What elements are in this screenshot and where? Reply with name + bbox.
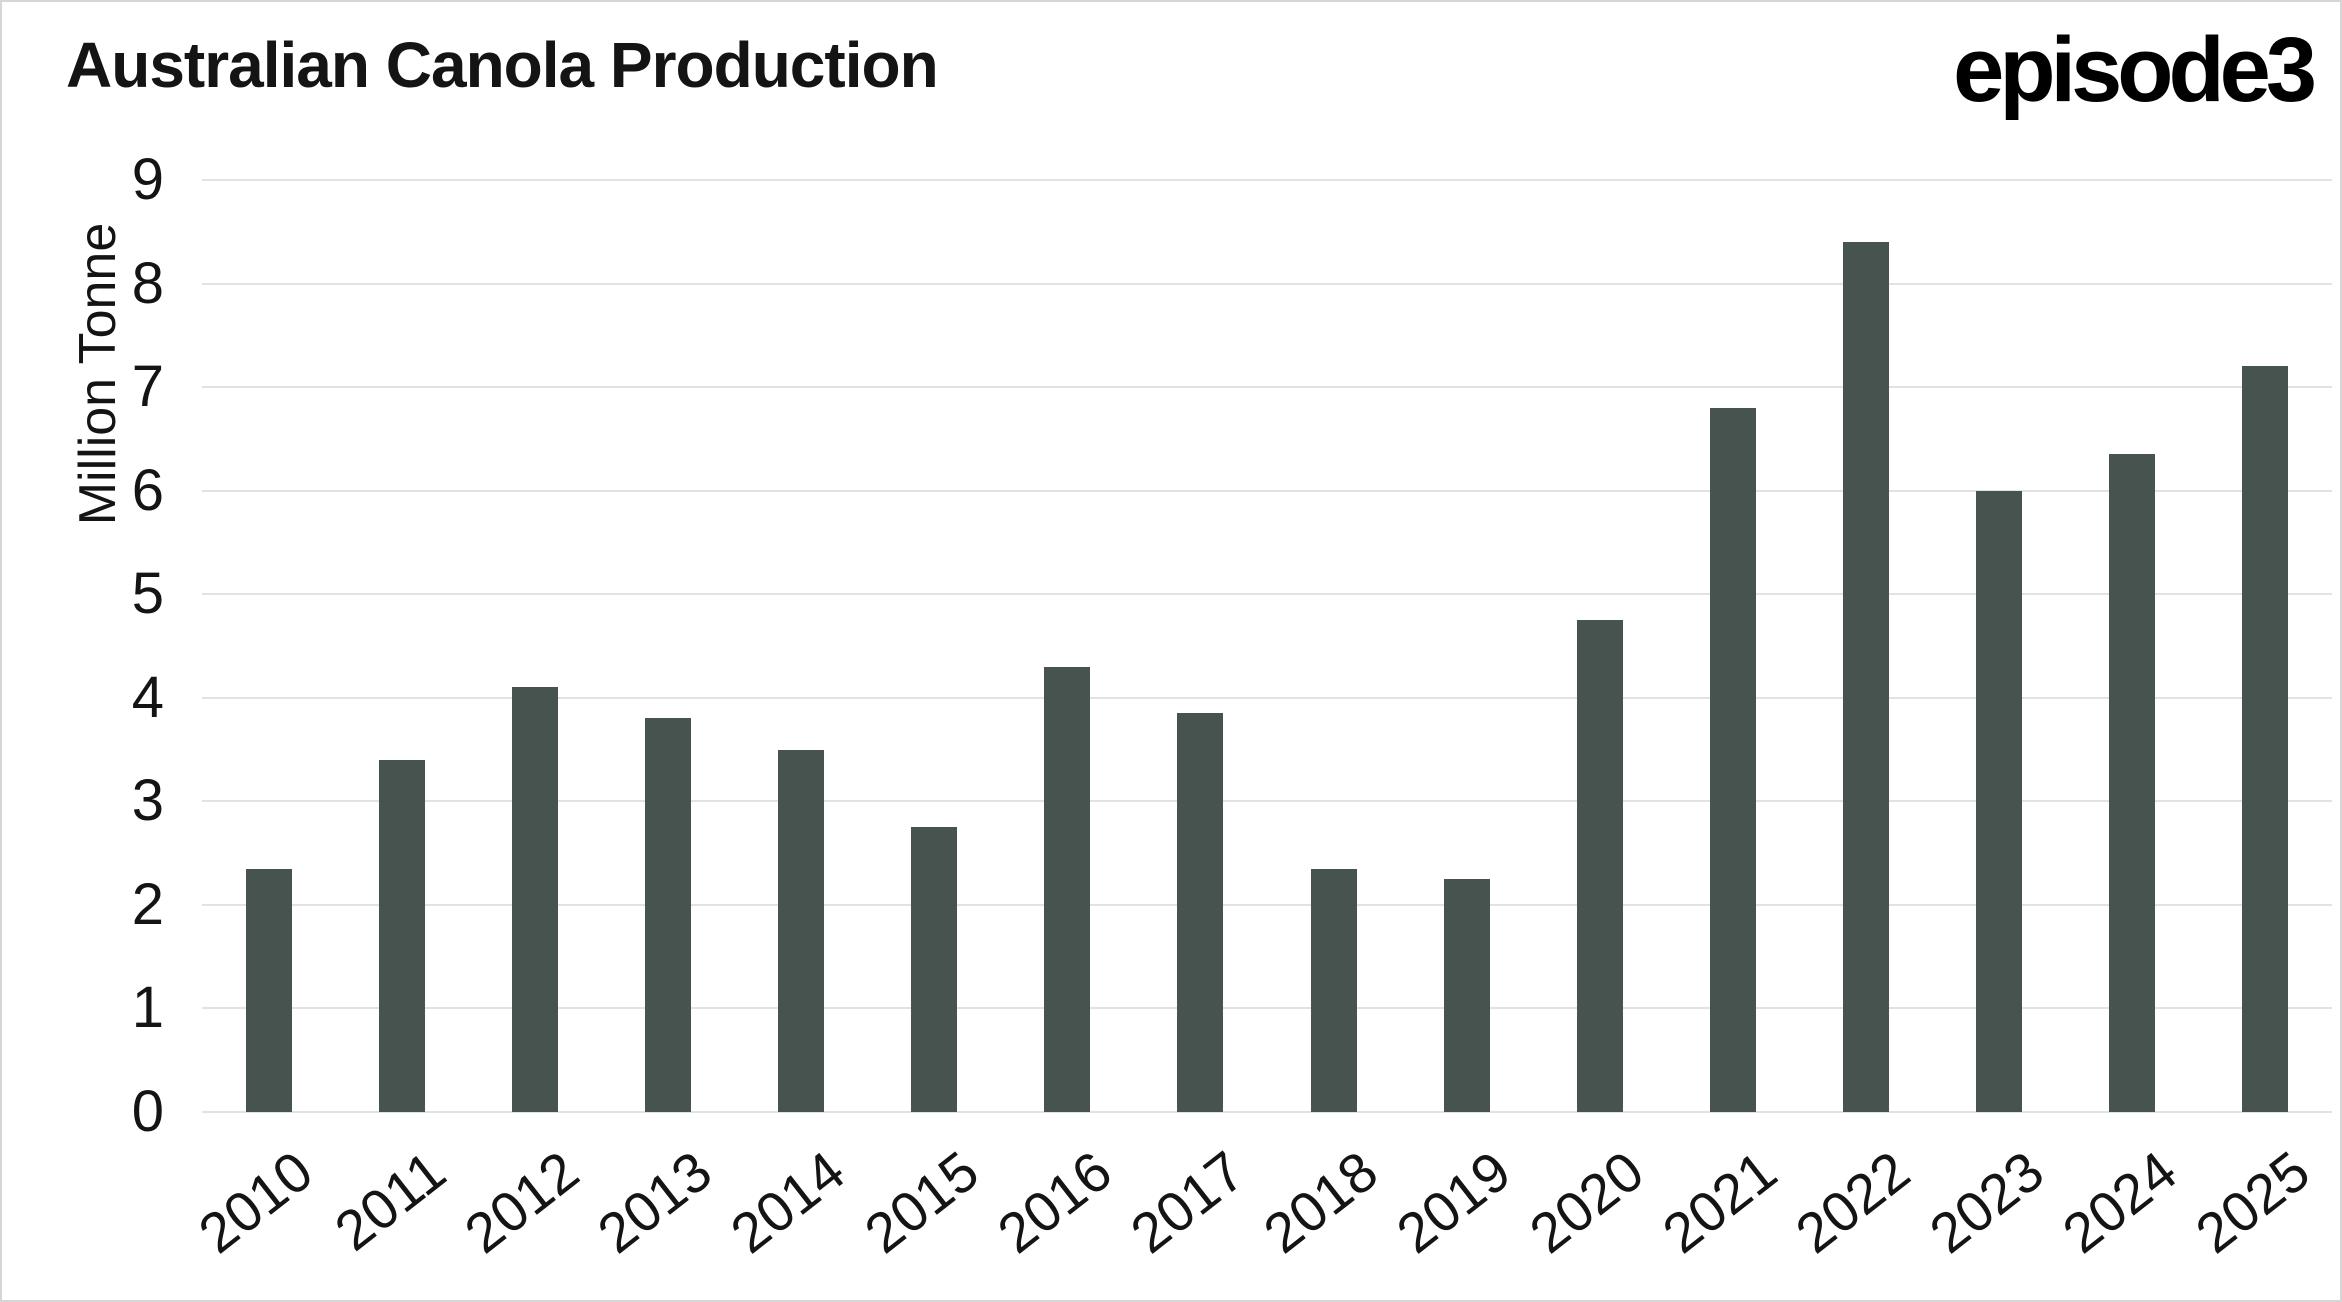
bar	[644, 718, 691, 1112]
x-axis-tick-text: 2023	[1917, 1138, 2055, 1266]
x-axis-tick-text: 2013	[586, 1138, 724, 1266]
x-axis-tick-text: 2022	[1784, 1138, 1922, 1266]
x-axis-tick-text: 2012	[453, 1138, 591, 1266]
y-axis-tick-label: 3	[131, 768, 164, 834]
bar	[1044, 666, 1091, 1112]
bar	[1976, 490, 2023, 1112]
bar	[1843, 242, 1890, 1112]
chart-title: Australian Canola Production	[66, 29, 939, 101]
gridline	[202, 800, 2332, 803]
y-axis-tick-label: 9	[131, 147, 164, 212]
x-axis-tick-text: 2015	[852, 1138, 990, 1266]
y-axis-tick-label: 4	[131, 664, 164, 730]
x-axis-tick-text: 2011	[323, 1138, 458, 1263]
x-axis-tick-text: 2020	[1518, 1138, 1656, 1266]
y-axis-tick-label: 8	[131, 250, 164, 316]
gridline	[202, 903, 2332, 906]
gridline	[202, 282, 2332, 285]
gridline	[202, 179, 2332, 181]
x-axis-tick-text: 2018	[1252, 1138, 1389, 1266]
gridline	[202, 386, 2332, 389]
gridline	[202, 593, 2332, 596]
bar	[2242, 366, 2289, 1112]
x-axis-tick-text: 2014	[719, 1138, 857, 1266]
bar	[378, 759, 425, 1112]
y-axis-tick-label: 6	[131, 457, 164, 523]
x-axis-tick-text: 2021	[1651, 1138, 1789, 1266]
x-axis-tick-text: 2024	[2050, 1138, 2188, 1266]
bar	[511, 687, 558, 1112]
gridline	[202, 696, 2332, 699]
bar	[1443, 879, 1490, 1112]
bar	[911, 827, 958, 1112]
bar	[1576, 620, 1623, 1112]
gridline	[202, 489, 2332, 492]
y-axis-tick-label: 0	[131, 1079, 164, 1144]
brand-logo: episode3	[1953, 19, 2317, 121]
bar	[778, 749, 825, 1112]
y-axis-tick-label: 2	[131, 871, 164, 937]
x-axis-tick-text: 2010	[187, 1138, 324, 1266]
x-axis-tick-text: 2016	[985, 1138, 1123, 1266]
x-axis-tick-text: 2019	[1385, 1138, 1523, 1266]
bar	[245, 868, 292, 1112]
gridline	[202, 1007, 2332, 1010]
y-axis-tick-label: 7	[131, 354, 164, 420]
x-axis-tick-text: 2025	[2183, 1138, 2321, 1266]
bar	[1177, 713, 1224, 1112]
bar	[2109, 454, 2156, 1112]
bar	[1310, 868, 1357, 1112]
y-axis-tick-label: 5	[131, 561, 164, 627]
x-axis-tick-text: 2017	[1118, 1138, 1256, 1266]
gridline	[202, 1111, 2332, 1113]
y-axis-tick-label: 1	[131, 975, 164, 1041]
bar	[1709, 407, 1756, 1112]
